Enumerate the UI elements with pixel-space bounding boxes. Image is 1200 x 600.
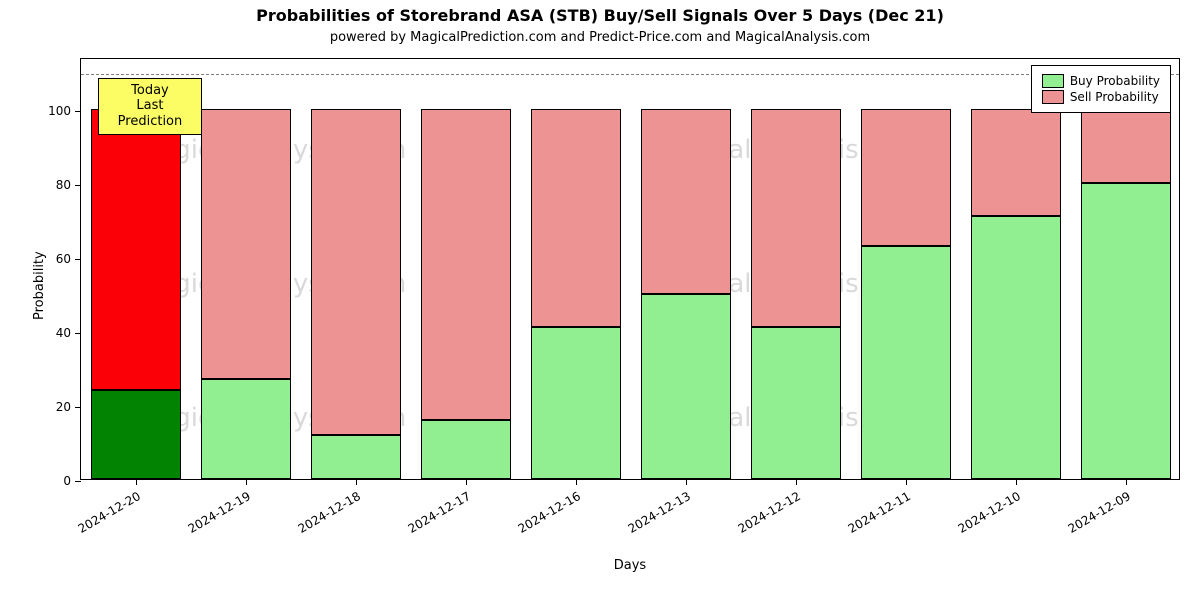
today-callout: Today Last Prediction — [98, 78, 202, 135]
ytick-mark — [75, 259, 81, 260]
bar-buy — [531, 327, 621, 479]
chart-subtitle: powered by MagicalPrediction.com and Pre… — [0, 30, 1200, 45]
bar-sell — [531, 109, 621, 327]
legend-swatch — [1042, 74, 1064, 88]
ytick-mark — [75, 185, 81, 186]
bar-sell — [971, 109, 1061, 216]
bar-sell — [641, 109, 731, 294]
xtick-mark — [686, 479, 687, 485]
ytick-mark — [75, 407, 81, 408]
bar-buy — [861, 246, 951, 479]
bar-sell — [311, 109, 401, 435]
xtick-label: 2024-12-17 — [406, 489, 473, 536]
xtick-label: 2024-12-09 — [1066, 489, 1133, 536]
chart-title: Probabilities of Storebrand ASA (STB) Bu… — [0, 6, 1200, 25]
bar-sell — [1081, 109, 1171, 183]
legend-swatch — [1042, 90, 1064, 104]
bar-buy — [971, 216, 1061, 479]
chart-frame: Probabilities of Storebrand ASA (STB) Bu… — [0, 0, 1200, 600]
bar-buy — [641, 294, 731, 479]
xtick-label: 2024-12-12 — [736, 489, 803, 536]
ytick-label: 60 — [56, 252, 71, 266]
xtick-label: 2024-12-18 — [296, 489, 363, 536]
xtick-mark — [576, 479, 577, 485]
ytick-label: 0 — [63, 474, 71, 488]
ytick-mark — [75, 333, 81, 334]
bar-buy — [421, 420, 511, 479]
xtick-mark — [136, 479, 137, 485]
bar-buy — [91, 390, 181, 479]
y-axis-label: Probability — [32, 251, 47, 320]
xtick-label: 2024-12-19 — [186, 489, 253, 536]
ytick-label: 20 — [56, 400, 71, 414]
xtick-label: 2024-12-16 — [516, 489, 583, 536]
xtick-mark — [1126, 479, 1127, 485]
xtick-label: 2024-12-20 — [76, 489, 143, 536]
upper-dashed-gridline — [81, 74, 1179, 75]
xtick-label: 2024-12-11 — [846, 489, 913, 536]
legend-label: Buy Probability — [1070, 74, 1160, 88]
legend-item: Sell Probability — [1042, 90, 1160, 104]
today-callout-line1: Today — [109, 83, 191, 99]
bar-sell — [421, 109, 511, 420]
xtick-label: 2024-12-13 — [626, 489, 693, 536]
ytick-mark — [75, 111, 81, 112]
bar-sell — [751, 109, 841, 327]
xtick-mark — [466, 479, 467, 485]
xtick-mark — [906, 479, 907, 485]
xtick-mark — [356, 479, 357, 485]
legend: Buy Probability Sell Probability — [1031, 65, 1171, 113]
xtick-mark — [1016, 479, 1017, 485]
bar-buy — [1081, 183, 1171, 479]
x-axis-label: Days — [80, 558, 1180, 573]
bar-buy — [311, 435, 401, 479]
today-callout-line2: Last Prediction — [109, 98, 191, 129]
bar-sell — [91, 109, 181, 390]
bar-sell — [861, 109, 951, 246]
bar-sell — [201, 109, 291, 379]
legend-label: Sell Probability — [1070, 90, 1159, 104]
legend-item: Buy Probability — [1042, 74, 1160, 88]
ytick-label: 40 — [56, 326, 71, 340]
ytick-label: 100 — [48, 104, 71, 118]
ytick-mark — [75, 481, 81, 482]
bar-buy — [751, 327, 841, 479]
plot-area: MagicalAnalysis.comMagicalAnalysis.comMa… — [80, 58, 1180, 480]
bar-buy — [201, 379, 291, 479]
xtick-mark — [246, 479, 247, 485]
xtick-label: 2024-12-10 — [956, 489, 1023, 536]
ytick-label: 80 — [56, 178, 71, 192]
xtick-mark — [796, 479, 797, 485]
